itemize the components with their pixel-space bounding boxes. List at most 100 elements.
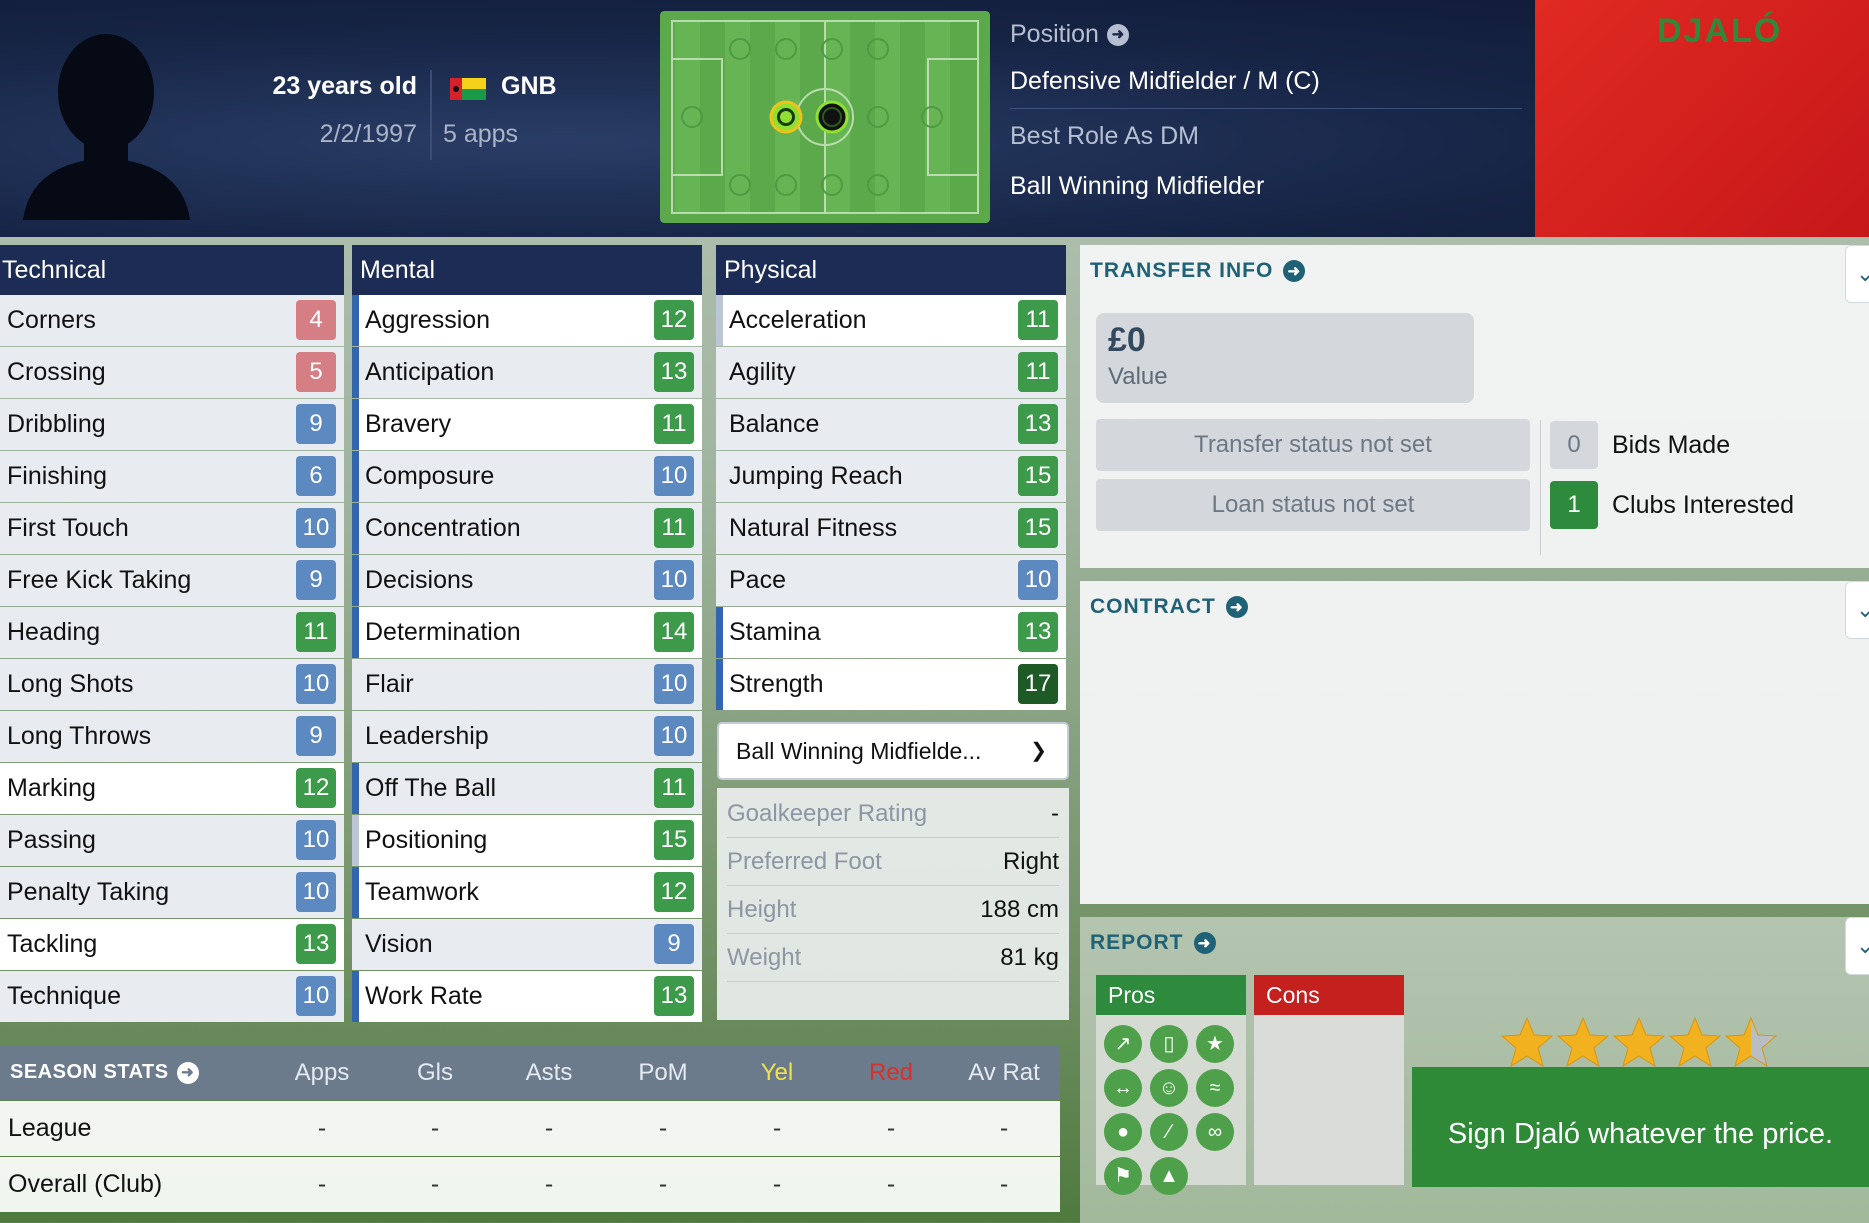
star-icon <box>1501 1017 1553 1067</box>
kit-icon[interactable]: ▯ <box>1150 1025 1188 1063</box>
attr-row[interactable]: Technique 10 <box>0 971 344 1022</box>
attr-row[interactable]: Strength 17 <box>716 659 1066 710</box>
attr-row[interactable]: Work Rate 13 <box>352 971 702 1022</box>
attr-row[interactable]: Jumping Reach 15 <box>716 451 1066 502</box>
attr-name: Technique <box>7 982 121 1010</box>
attr-name: Tackling <box>7 930 98 958</box>
attr-row[interactable]: Off The Ball 11 <box>352 763 702 814</box>
table-row[interactable]: Overall (Club) - - - - - - - <box>0 1157 1060 1212</box>
attr-row[interactable]: Vision 9 <box>352 919 702 970</box>
contract-panel: CONTRACT ➜ ⌄ <box>1080 581 1869 904</box>
player-age: 23 years old <box>272 72 417 100</box>
team-kit <box>1535 0 1869 237</box>
physical-panel: Physical Acceleration 11 Agility 11 Balanc… <box>716 245 1066 711</box>
arrow-right-icon[interactable]: ➜ <box>1283 260 1306 282</box>
position-pitch[interactable] <box>660 11 990 223</box>
attr-row[interactable]: Positioning 15 <box>352 815 702 866</box>
arrow-right-icon[interactable]: ➜ <box>176 1061 199 1084</box>
attr-row[interactable]: Bravery 11 <box>352 399 702 450</box>
attr-row[interactable]: Agility 11 <box>716 347 1066 398</box>
cone-icon[interactable]: ▲ <box>1150 1157 1188 1195</box>
attr-row[interactable]: Heading 11 <box>0 607 344 658</box>
col-header-yellow[interactable]: Yel <box>760 1059 794 1086</box>
attr-row[interactable]: Stamina 13 <box>716 607 1066 658</box>
col-header-pom[interactable]: PoM <box>638 1059 688 1086</box>
flag-icon[interactable]: ⚑ <box>1104 1157 1142 1195</box>
attr-row[interactable]: Decisions 10 <box>352 555 702 606</box>
report-title[interactable]: REPORT ➜ <box>1090 931 1216 955</box>
attr-row[interactable]: Corners 4 <box>0 295 344 346</box>
col-header-assists[interactable]: Asts <box>525 1059 573 1086</box>
season-stats-title[interactable]: SEASON STATS ➜ <box>10 1045 199 1100</box>
col-header-goals[interactable]: Gls <box>417 1059 453 1086</box>
attr-row[interactable]: Finishing 6 <box>0 451 344 502</box>
transfer-info-title[interactable]: TRANSFER INFO ➜ <box>1090 259 1306 283</box>
value-amount: £0 <box>1108 321 1146 359</box>
star-icon[interactable]: ★ <box>1196 1025 1234 1063</box>
attr-value: 13 <box>654 976 694 1016</box>
attr-row[interactable]: Acceleration 11 <box>716 295 1066 346</box>
attr-row[interactable]: Anticipation 13 <box>352 347 702 398</box>
collapse-chevron-icon[interactable]: ⌄ <box>1845 917 1869 975</box>
contract-title[interactable]: CONTRACT ➜ <box>1090 595 1248 619</box>
col-header-red[interactable]: Red <box>868 1059 914 1086</box>
attr-value: 9 <box>296 404 336 444</box>
attr-row[interactable]: Teamwork 12 <box>352 867 702 918</box>
attr-row[interactable]: Marking 12 <box>0 763 344 814</box>
row-label: League <box>8 1114 92 1142</box>
attr-row[interactable]: Penalty Taking 10 <box>0 867 344 918</box>
collapse-chevron-icon[interactable]: ⌄ <box>1845 581 1869 639</box>
info-value: - <box>1051 800 1059 827</box>
attr-row[interactable]: Natural Fitness 15 <box>716 503 1066 554</box>
player-apps: 5 apps <box>443 120 519 148</box>
table-row[interactable]: League - - - - - - - <box>0 1101 1060 1156</box>
attr-row[interactable]: Pace 10 <box>716 555 1066 606</box>
col-header-apps[interactable]: Apps <box>294 1059 350 1086</box>
attr-row[interactable]: Passing 10 <box>0 815 344 866</box>
report-panel: REPORT ➜ ⌄ Pros Cons ↗ ▯ ★ ↔ ☺ ≈ ● ∕ ∞ ⚑… <box>1080 917 1869 1223</box>
collapse-chevron-icon[interactable]: ⌄ <box>1845 245 1869 303</box>
attr-value: 15 <box>1018 456 1058 496</box>
arrow-right-icon[interactable]: ➜ <box>1193 932 1216 954</box>
attr-row[interactable]: Concentration 11 <box>352 503 702 554</box>
attr-name: Flair <box>365 670 414 698</box>
attr-name: Off The Ball <box>365 774 497 802</box>
handshake-icon[interactable]: ∞ <box>1196 1113 1234 1151</box>
key-attribute-marker <box>352 347 359 398</box>
attr-row[interactable]: Tackling 13 <box>0 919 344 970</box>
attr-row[interactable]: Leadership 10 <box>352 711 702 762</box>
arrow-right-icon[interactable]: ➜ <box>1225 596 1248 618</box>
role-select[interactable]: Ball Winning Midfielde... ❯ <box>717 722 1069 780</box>
loan-status-button[interactable]: Loan status not set <box>1096 479 1530 531</box>
transfer-status-button[interactable]: Transfer status not set <box>1096 419 1530 471</box>
bravery-icon[interactable]: ☺ <box>1150 1069 1188 1107</box>
attr-name: Anticipation <box>365 358 495 386</box>
bids-label[interactable]: Bids Made <box>1612 431 1731 459</box>
tackle-icon[interactable]: ≈ <box>1196 1069 1234 1107</box>
position-label[interactable]: Position ➜ <box>1010 20 1129 49</box>
attr-row[interactable]: Crossing 5 <box>0 347 344 398</box>
attr-row[interactable]: Flair 10 <box>352 659 702 710</box>
attr-row[interactable]: Determination 14 <box>352 607 702 658</box>
star-rating <box>1501 1017 1777 1067</box>
attr-name: Aggression <box>365 306 491 334</box>
attr-row[interactable]: Composure 10 <box>352 451 702 502</box>
attr-row[interactable]: Balance 13 <box>716 399 1066 450</box>
player-dob: 2/2/1997 <box>319 120 417 148</box>
attr-row[interactable]: Free Kick Taking 9 <box>0 555 344 606</box>
col-header-av-rat[interactable]: Av Rat <box>968 1059 1040 1086</box>
attr-value: 12 <box>296 768 336 808</box>
bandage-icon[interactable]: ∕ <box>1150 1113 1188 1151</box>
player-nation[interactable]: GNB <box>501 72 557 100</box>
guinea-bissau-flag-icon <box>450 78 486 100</box>
attr-row[interactable]: Long Shots 10 <box>0 659 344 710</box>
attr-row[interactable]: Dribbling 9 <box>0 399 344 450</box>
attr-row[interactable]: Aggression 12 <box>352 295 702 346</box>
clubs-label[interactable]: Clubs Interested <box>1612 491 1795 519</box>
brain-icon[interactable]: ● <box>1104 1113 1142 1151</box>
arrow-right-icon[interactable]: ➜ <box>1106 23 1129 46</box>
attr-row[interactable]: First Touch 10 <box>0 503 344 554</box>
strength-icon[interactable]: ↔ <box>1104 1069 1142 1107</box>
attr-row[interactable]: Long Throws 9 <box>0 711 344 762</box>
trend-up-icon[interactable]: ↗ <box>1104 1025 1142 1063</box>
